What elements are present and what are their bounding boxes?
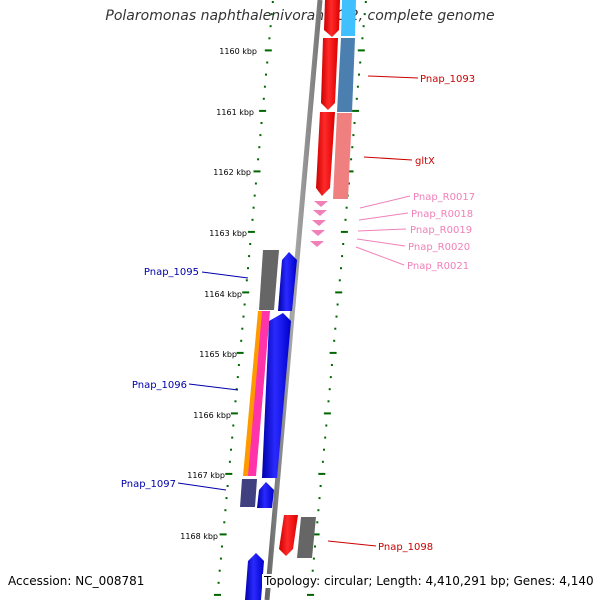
rna-feature <box>313 210 327 216</box>
cog-segment <box>297 517 316 558</box>
kbp-tick-label: 1161 kbp <box>216 108 254 117</box>
gene-label: Pnap_1095 <box>144 267 199 278</box>
label-leaders <box>177 75 419 547</box>
rna-feature <box>310 241 324 247</box>
cds-forward <box>257 482 274 508</box>
gene-label: Pnap_1098 <box>378 542 433 553</box>
gene-label: Pnap_R0017 <box>413 192 475 203</box>
kbp-tick-label: 1160 kbp <box>219 47 257 56</box>
cog-segment <box>333 113 352 199</box>
kbp-tick-label: 1163 kbp <box>209 229 247 238</box>
kbp-tick-label: 1168 kbp <box>180 532 218 541</box>
cds-reverse <box>316 112 335 196</box>
gene-label: Pnap_1097 <box>121 479 176 490</box>
cds-reverse <box>324 0 340 37</box>
gene-label: Pnap_1096 <box>132 380 187 391</box>
kbp-tick-label: 1166 kbp <box>193 411 231 420</box>
gene-label: Pnap_R0019 <box>410 225 472 236</box>
map-title: Polaromonas naphthalenivorans CJ2, compl… <box>105 8 495 24</box>
gene-label: gltX <box>415 156 435 167</box>
cog-segment <box>341 0 356 36</box>
cds-forward <box>278 252 297 311</box>
inner-tick-ruler <box>307 1 367 596</box>
cog-segment <box>240 479 257 507</box>
accession-label: Accession: NC_008781 <box>8 574 145 588</box>
kbp-tick-label: 1165 kbp <box>199 350 237 359</box>
cds-forward <box>262 313 291 478</box>
forward-strand-features <box>245 252 297 600</box>
rna-feature <box>311 230 325 236</box>
cds-reverse <box>279 515 298 556</box>
kbp-tick-label: 1167 kbp <box>187 471 225 480</box>
cog-segment <box>259 250 279 310</box>
topology-summary: Topology: circular; Length: 4,410,291 bp… <box>262 574 596 588</box>
cds-reverse <box>321 38 338 110</box>
gene-label: Pnap_R0018 <box>411 209 473 220</box>
reverse-strand-features <box>279 0 340 556</box>
rna-feature <box>314 201 328 207</box>
gene-label: Pnap_R0020 <box>408 242 470 253</box>
gene-labels: Pnap_1093 gltX Pnap_R0017 Pnap_R0018 Pna… <box>121 74 475 553</box>
genome-backbone <box>264 0 323 600</box>
cds-forward <box>245 553 264 600</box>
gene-label: Pnap_1093 <box>420 74 475 85</box>
kbp-tick-labels: 1160 kbp 1161 kbp 1162 kbp 1163 kbp 1164… <box>180 47 257 541</box>
cog-segment <box>337 38 355 112</box>
outer-tick-ruler <box>214 1 274 596</box>
cog-ring <box>240 0 356 558</box>
rna-features <box>310 201 328 247</box>
kbp-tick-label: 1162 kbp <box>213 168 251 177</box>
cog-segment <box>248 311 270 476</box>
rna-feature <box>312 220 326 226</box>
kbp-tick-label: 1164 kbp <box>204 290 242 299</box>
gene-label: Pnap_R0021 <box>407 261 469 272</box>
